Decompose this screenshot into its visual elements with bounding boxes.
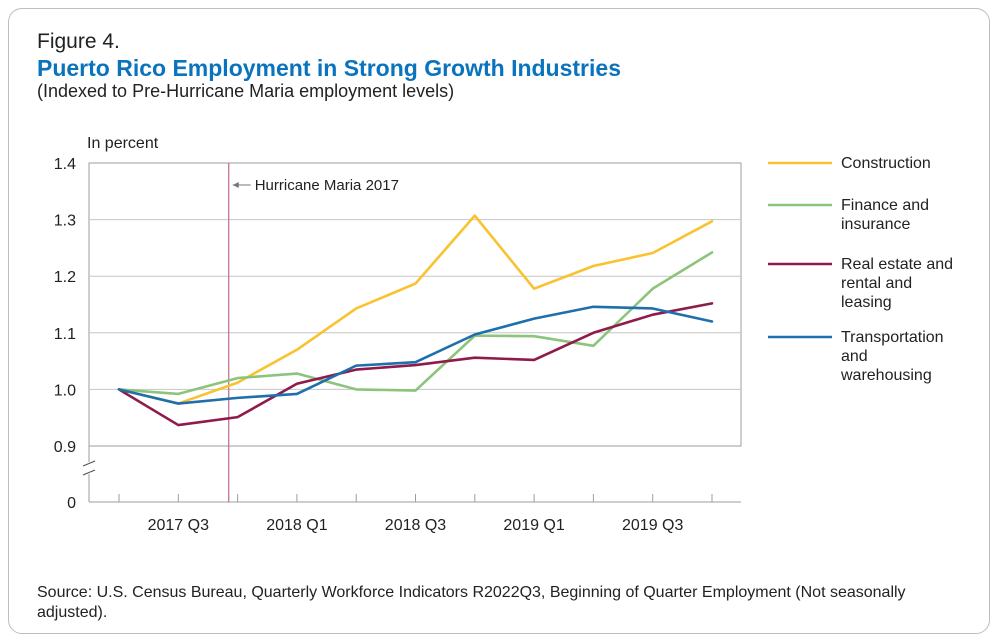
figure-frame <box>8 8 990 634</box>
plot-area <box>88 162 742 447</box>
series-line-4 <box>117 305 714 405</box>
axis-break-mark <box>82 460 96 467</box>
series-line-3 <box>117 302 714 427</box>
legend-label: leasing <box>841 294 892 311</box>
y-tick-label: 1.4 <box>54 156 76 173</box>
figure-subtitle: (Indexed to Pre-Hurricane Maria employme… <box>37 81 455 101</box>
legend-label: and <box>841 348 868 365</box>
legend-label: Real estate and <box>841 256 953 273</box>
axis-break-mark <box>82 469 96 476</box>
y-tick-label: 1.2 <box>54 269 76 286</box>
y-tick-label: 0.9 <box>54 439 76 456</box>
x-tick-label: 2018 Q3 <box>385 517 446 534</box>
source-note: Source: U.S. Census Bureau, Quarterly Wo… <box>37 584 906 621</box>
y-tick-label: 1.0 <box>54 382 76 399</box>
annotation-label: Hurricane Maria 2017 <box>255 177 399 194</box>
x-tick-label: 2018 Q1 <box>266 517 327 534</box>
legend-label: Transportation <box>841 329 944 346</box>
figure-title: Puerto Rico Employment in Strong Growth … <box>37 55 621 81</box>
figure-label: Figure 4. <box>37 30 120 53</box>
y-tick-label: 1.3 <box>54 213 76 230</box>
x-tick-label: 2019 Q1 <box>503 517 564 534</box>
series-line-1 <box>117 214 714 405</box>
y-axis-label: In percent <box>87 135 159 152</box>
y-tick-label-zero: 0 <box>67 495 76 512</box>
y-tick-label: 1.1 <box>54 326 76 343</box>
x-tick-label: 2019 Q3 <box>622 517 683 534</box>
legend-label: warehousing <box>840 367 932 384</box>
legend-label: Finance and <box>841 197 929 214</box>
legend-label: rental and <box>841 275 912 292</box>
legend-label: insurance <box>841 216 910 233</box>
x-tick-label: 2017 Q3 <box>148 517 209 534</box>
legend-label: Construction <box>841 155 931 172</box>
annotation-arrowhead <box>232 182 239 188</box>
